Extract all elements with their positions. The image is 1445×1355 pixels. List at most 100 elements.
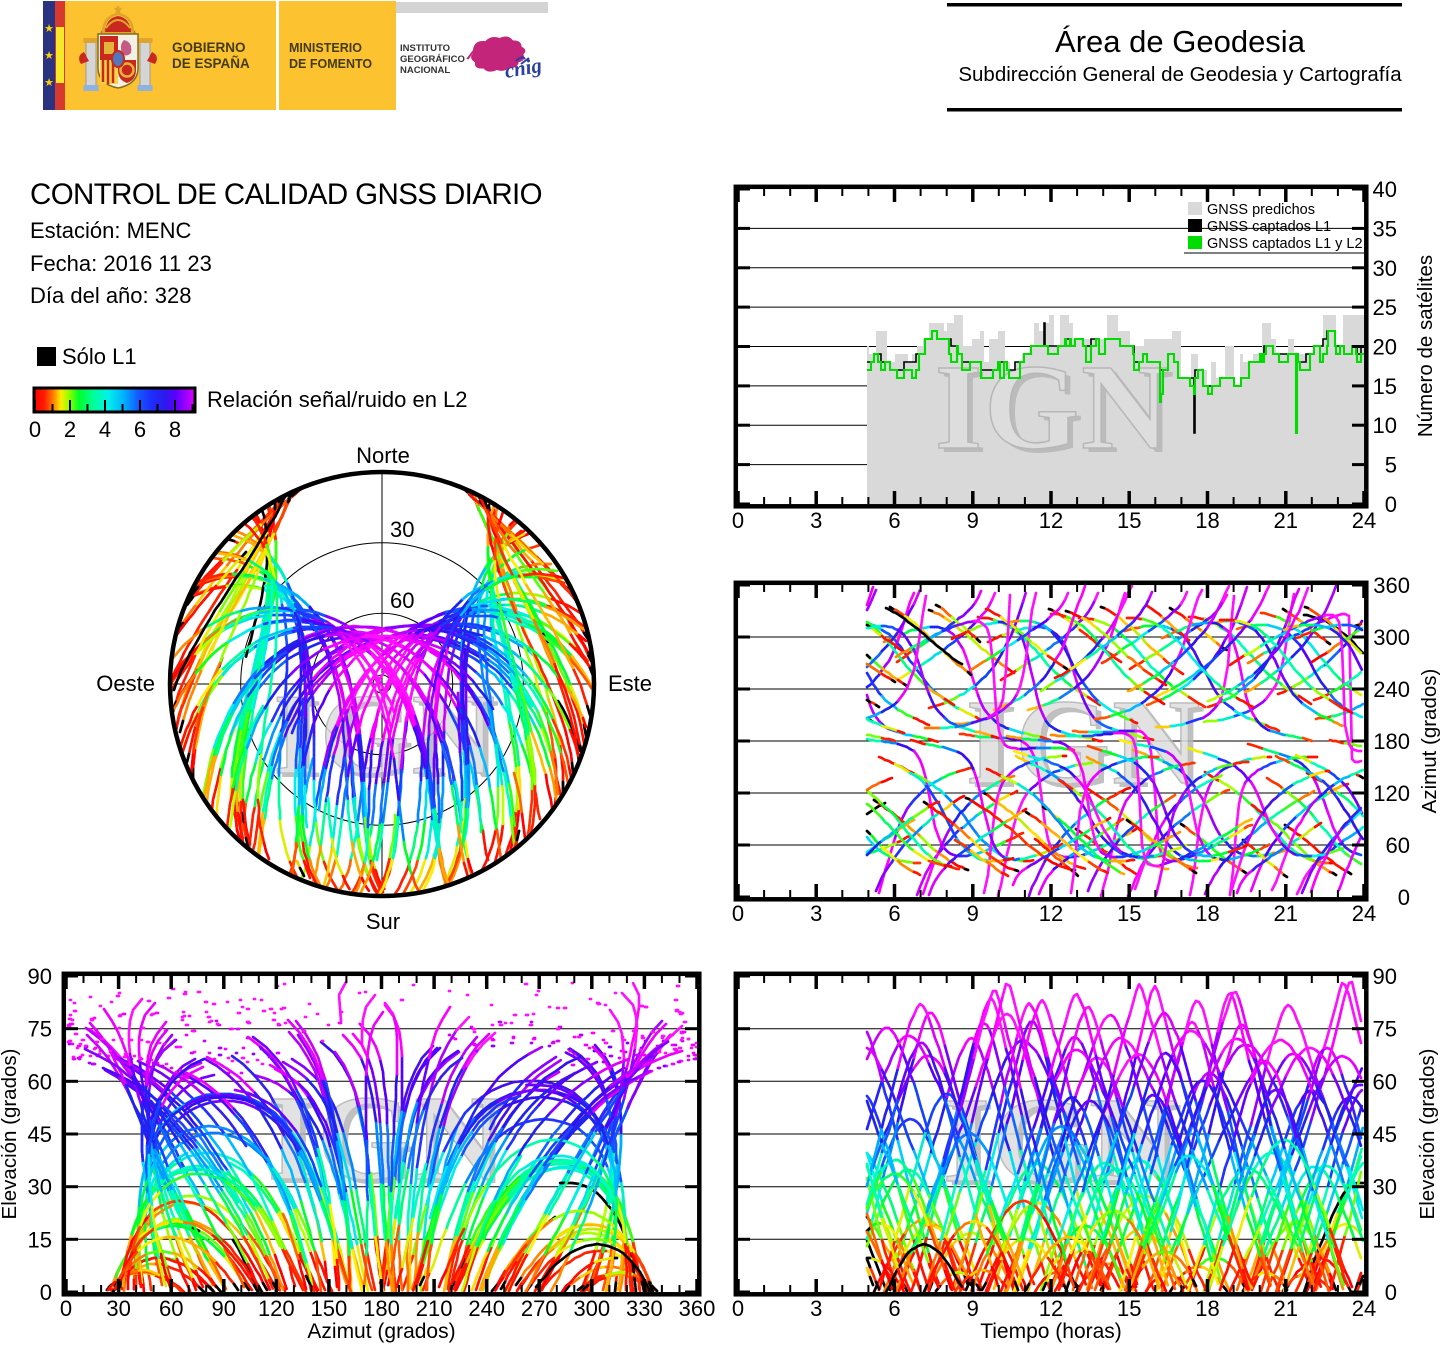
- svg-text:75: 75: [1373, 1017, 1397, 1042]
- svg-text:GEOGRÁFICO: GEOGRÁFICO: [400, 54, 465, 65]
- svg-text:24: 24: [1352, 901, 1376, 926]
- svg-text:9: 9: [967, 1296, 979, 1321]
- svg-text:2: 2: [64, 417, 76, 442]
- svg-text:270: 270: [521, 1296, 558, 1321]
- svg-text:4: 4: [99, 417, 111, 442]
- svg-text:0: 0: [29, 417, 41, 442]
- svg-text:12: 12: [1039, 901, 1063, 926]
- svg-text:300: 300: [573, 1296, 610, 1321]
- svg-text:INSTITUTO: INSTITUTO: [400, 43, 450, 54]
- svg-text:180: 180: [363, 1296, 400, 1321]
- svg-text:60: 60: [390, 588, 414, 613]
- svg-text:5: 5: [1385, 453, 1397, 478]
- svg-text:60: 60: [28, 1069, 52, 1094]
- svg-text:Subdirección General de Geodes: Subdirección General de Geodesia y Carto…: [958, 63, 1402, 86]
- svg-text:★: ★: [44, 50, 54, 62]
- svg-text:15: 15: [1373, 1227, 1397, 1252]
- svg-text:Tiempo (horas): Tiempo (horas): [980, 1320, 1122, 1343]
- svg-text:15: 15: [28, 1227, 52, 1252]
- svg-text:60: 60: [1386, 833, 1410, 858]
- svg-text:6: 6: [888, 1296, 900, 1321]
- svg-text:25: 25: [1373, 295, 1397, 320]
- svg-text:0: 0: [732, 508, 744, 533]
- svg-text:30: 30: [106, 1296, 130, 1321]
- svg-text:0: 0: [40, 1280, 52, 1305]
- svg-text:330: 330: [626, 1296, 663, 1321]
- svg-text:75: 75: [28, 1017, 52, 1042]
- svg-text:8: 8: [169, 417, 181, 442]
- svg-text:30: 30: [390, 517, 414, 542]
- svg-text:3: 3: [810, 508, 822, 533]
- svg-text:35: 35: [1373, 216, 1397, 241]
- svg-text:240: 240: [468, 1296, 505, 1321]
- svg-text:Azimut (grados): Azimut (grados): [307, 1320, 455, 1343]
- svg-text:150: 150: [311, 1296, 348, 1321]
- svg-text:GOBIERNO: GOBIERNO: [172, 40, 246, 55]
- svg-text:Norte: Norte: [356, 443, 410, 468]
- svg-text:IGN: IGN: [940, 344, 1176, 479]
- svg-text:3: 3: [810, 1296, 822, 1321]
- svg-text:24: 24: [1352, 1296, 1376, 1321]
- svg-text:180: 180: [1373, 729, 1410, 754]
- svg-text:45: 45: [1373, 1122, 1397, 1147]
- svg-text:Fecha: 2016 11 23: Fecha: 2016 11 23: [30, 251, 212, 276]
- svg-text:9: 9: [967, 508, 979, 533]
- svg-text:Elevación (grados): Elevación (grados): [0, 1049, 21, 1220]
- svg-text:24: 24: [1352, 508, 1376, 533]
- svg-text:3: 3: [810, 901, 822, 926]
- svg-text:Área de Geodesia: Área de Geodesia: [1055, 24, 1306, 59]
- svg-text:0: 0: [1385, 492, 1397, 517]
- svg-text:DE FOMENTO: DE FOMENTO: [289, 57, 372, 71]
- svg-text:Día del año: 328: Día del año: 328: [30, 283, 191, 308]
- svg-text:6: 6: [134, 417, 146, 442]
- svg-text:90: 90: [28, 964, 52, 989]
- svg-text:Elevación (grados): Elevación (grados): [1416, 1049, 1439, 1220]
- svg-text:30: 30: [1373, 256, 1397, 281]
- svg-text:30: 30: [1373, 1175, 1397, 1200]
- svg-text:18: 18: [1195, 508, 1219, 533]
- svg-text:12: 12: [1039, 508, 1063, 533]
- svg-text:★: ★: [44, 77, 54, 89]
- svg-text:MINISTERIO: MINISTERIO: [289, 41, 362, 55]
- svg-text:0: 0: [1398, 885, 1410, 910]
- svg-text:Relación señal/ruido en L2: Relación señal/ruido en L2: [207, 387, 468, 412]
- svg-text:★: ★: [44, 23, 54, 35]
- svg-text:18: 18: [1195, 1296, 1219, 1321]
- svg-text:90: 90: [1373, 964, 1397, 989]
- svg-text:210: 210: [416, 1296, 453, 1321]
- svg-text:Número de satélites: Número de satélites: [1414, 255, 1437, 437]
- svg-text:6: 6: [888, 508, 900, 533]
- svg-text:DE ESPAÑA: DE ESPAÑA: [172, 56, 250, 71]
- svg-text:GNSS captados L1: GNSS captados L1: [1207, 219, 1331, 235]
- svg-text:21: 21: [1274, 508, 1298, 533]
- svg-text:15: 15: [1373, 374, 1397, 399]
- svg-text:360: 360: [1373, 573, 1410, 598]
- svg-text:10: 10: [1373, 413, 1397, 438]
- svg-text:0: 0: [732, 1296, 744, 1321]
- svg-text:NACIONAL: NACIONAL: [400, 65, 450, 76]
- svg-text:45: 45: [28, 1122, 52, 1147]
- svg-text:40: 40: [1373, 177, 1397, 202]
- svg-text:6: 6: [888, 901, 900, 926]
- svg-text:GNSS captados L1 y L2: GNSS captados L1 y L2: [1207, 236, 1363, 252]
- svg-text:240: 240: [1373, 677, 1410, 702]
- svg-text:30: 30: [28, 1175, 52, 1200]
- svg-text:20: 20: [1373, 335, 1397, 360]
- svg-text:0: 0: [732, 901, 744, 926]
- svg-text:GNSS predichos: GNSS predichos: [1207, 202, 1315, 218]
- svg-text:15: 15: [1117, 1296, 1141, 1321]
- svg-text:Estación: MENC: Estación: MENC: [30, 218, 191, 243]
- svg-text:21: 21: [1274, 901, 1298, 926]
- svg-text:Este: Este: [608, 671, 652, 696]
- svg-text:Azimut (grados): Azimut (grados): [1418, 669, 1441, 814]
- svg-text:18: 18: [1195, 901, 1219, 926]
- svg-text:12: 12: [1039, 1296, 1063, 1321]
- svg-text:Oeste: Oeste: [96, 671, 155, 696]
- svg-text:90: 90: [212, 1296, 236, 1321]
- svg-text:21: 21: [1274, 1296, 1298, 1321]
- svg-text:120: 120: [258, 1296, 295, 1321]
- svg-text:15: 15: [1117, 508, 1141, 533]
- svg-text:60: 60: [159, 1296, 183, 1321]
- svg-text:60: 60: [1373, 1069, 1397, 1094]
- svg-text:0: 0: [1385, 1280, 1397, 1305]
